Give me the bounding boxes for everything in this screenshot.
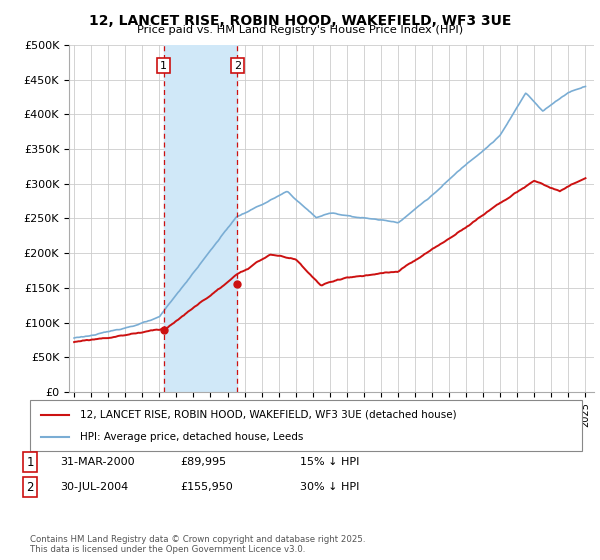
Text: 12, LANCET RISE, ROBIN HOOD, WAKEFIELD, WF3 3UE (detached house): 12, LANCET RISE, ROBIN HOOD, WAKEFIELD, … — [80, 409, 457, 419]
Text: £155,950: £155,950 — [180, 482, 233, 492]
Bar — [164, 45, 238, 392]
Text: 2: 2 — [26, 480, 34, 494]
Text: 30% ↓ HPI: 30% ↓ HPI — [300, 482, 359, 492]
Text: 30-JUL-2004: 30-JUL-2004 — [60, 482, 128, 492]
Text: £89,995: £89,995 — [180, 457, 226, 467]
Text: 12, LANCET RISE, ROBIN HOOD, WAKEFIELD, WF3 3UE: 12, LANCET RISE, ROBIN HOOD, WAKEFIELD, … — [89, 14, 511, 28]
Text: 2: 2 — [234, 60, 241, 71]
FancyBboxPatch shape — [30, 400, 582, 451]
Text: 1: 1 — [160, 60, 167, 71]
Text: Price paid vs. HM Land Registry's House Price Index (HPI): Price paid vs. HM Land Registry's House … — [137, 25, 463, 35]
Text: 1: 1 — [26, 455, 34, 469]
Text: 15% ↓ HPI: 15% ↓ HPI — [300, 457, 359, 467]
Text: Contains HM Land Registry data © Crown copyright and database right 2025.
This d: Contains HM Land Registry data © Crown c… — [30, 535, 365, 554]
Text: 31-MAR-2000: 31-MAR-2000 — [60, 457, 134, 467]
Text: HPI: Average price, detached house, Leeds: HPI: Average price, detached house, Leed… — [80, 432, 303, 442]
